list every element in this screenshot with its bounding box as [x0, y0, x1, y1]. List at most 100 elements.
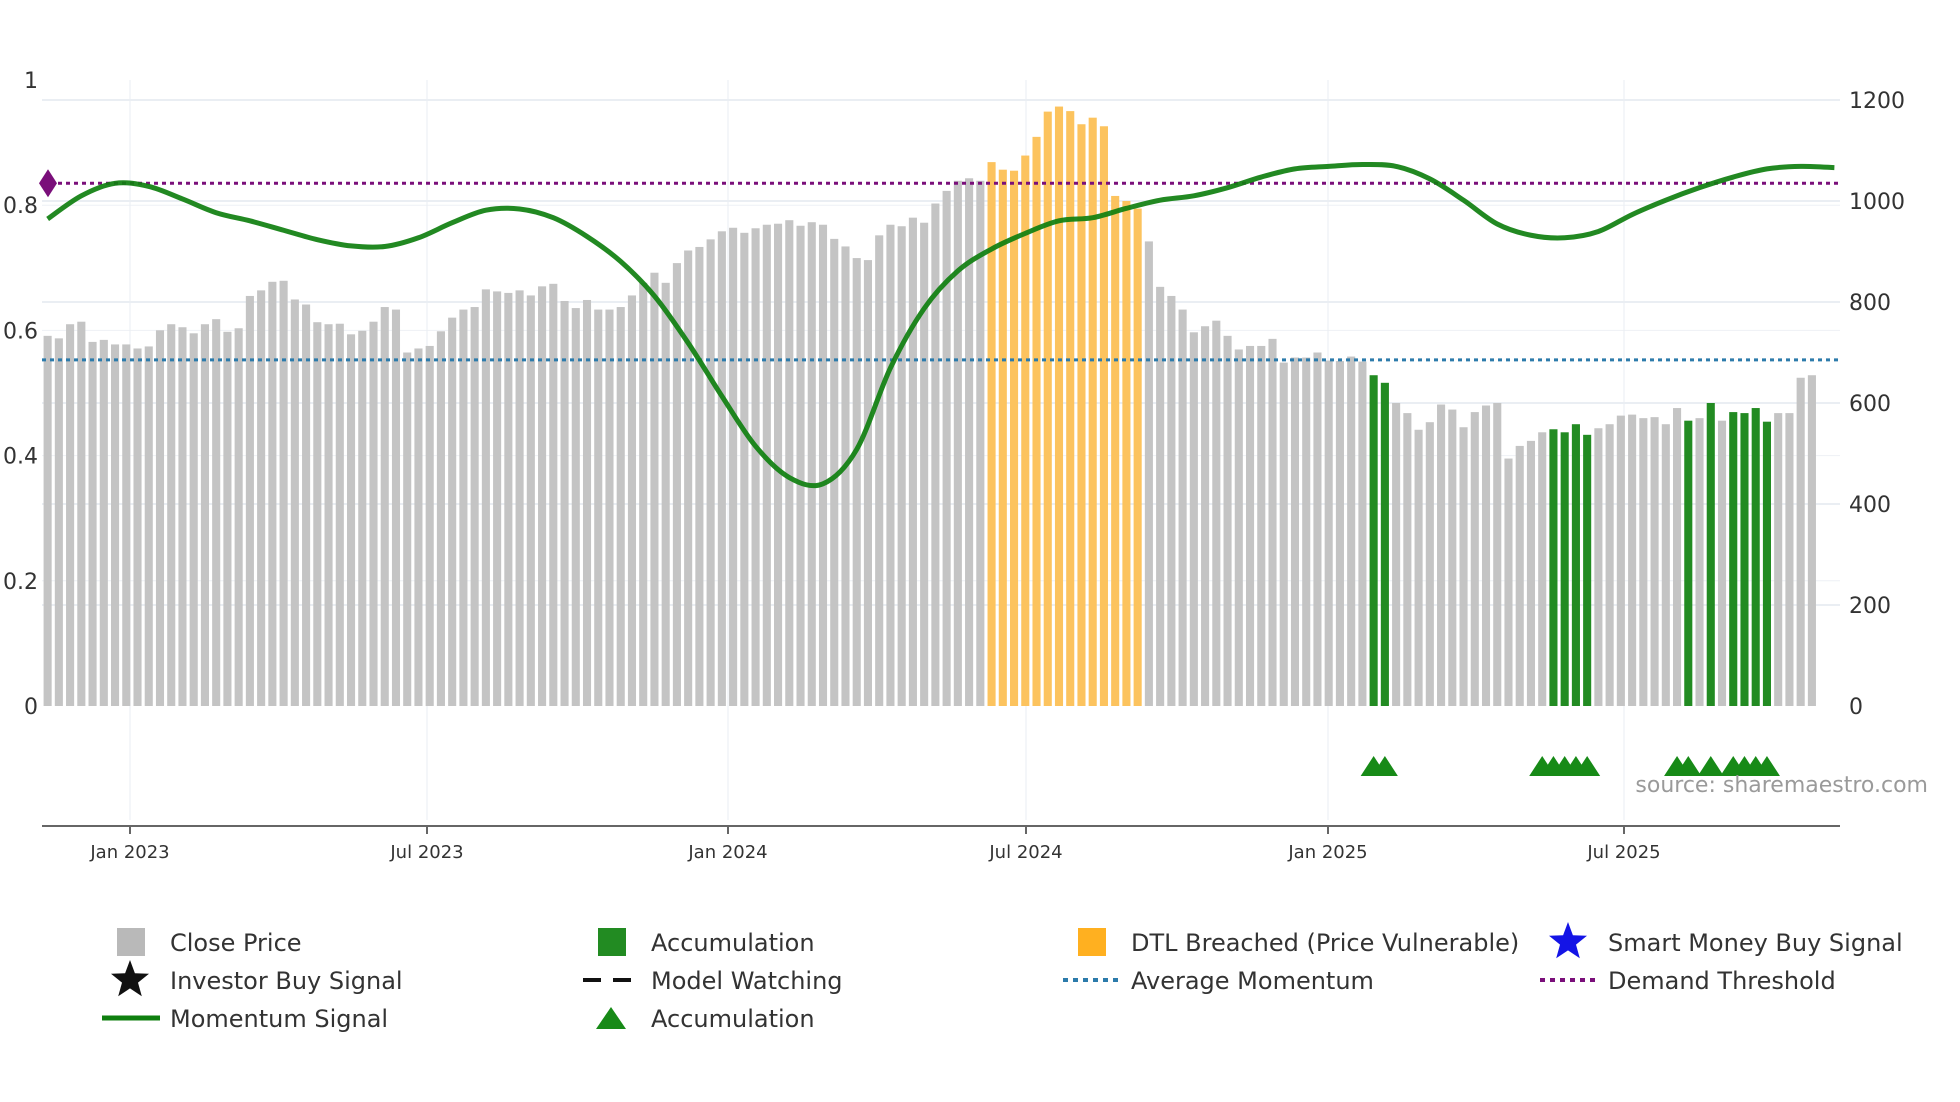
accumulation-bar: [1684, 420, 1693, 706]
dtl-breached-swatch: [1078, 928, 1106, 956]
close-price-bar: [302, 304, 311, 706]
legend-dtl-breached: DTL Breached (Price Vulnerable): [1131, 929, 1519, 957]
close-price-bar: [212, 319, 221, 706]
close-price-bar: [1785, 413, 1794, 706]
close-price-bar: [425, 345, 434, 706]
close-price-bar: [1448, 409, 1457, 706]
close-price-bar: [110, 344, 120, 706]
dtl-breached-bar: [1032, 136, 1041, 707]
dtl-breached-bar: [1133, 208, 1142, 706]
close-price-bar: [605, 309, 614, 706]
price-bars: [43, 106, 1816, 707]
close-price-bar: [1481, 405, 1491, 706]
close-price-bar: [594, 309, 603, 706]
close-price-bar: [1425, 422, 1434, 706]
legend-demand-threshold: Demand Threshold: [1608, 967, 1836, 995]
close-price-bar: [358, 330, 367, 706]
close-price-bar: [189, 333, 198, 706]
close-price-bar: [324, 324, 333, 706]
close-price-bar: [77, 321, 86, 706]
close-price-bar: [1470, 412, 1479, 706]
close-price-bar: [639, 282, 648, 706]
close-price-bar: [1257, 345, 1266, 706]
close-price-bar: [897, 226, 906, 706]
axes: [42, 825, 1840, 834]
close-price-bar: [493, 291, 502, 706]
close-price-bar: [1796, 377, 1805, 706]
legend-smart-money: Smart Money Buy Signal: [1608, 929, 1903, 957]
close-price-bar: [571, 308, 580, 706]
y-left-tick-label: 0.6: [3, 319, 38, 344]
y-right-tick-label: 1200: [1849, 89, 1905, 114]
close-price-bar: [920, 222, 929, 706]
accumulation-bar-swatch: [598, 928, 626, 956]
y-right-tick-label: 0: [1849, 695, 1863, 720]
accumulation-triangle: [1371, 756, 1398, 776]
x-tick-label: Jul 2024: [988, 842, 1062, 863]
x-tick-label: Jan 2024: [687, 842, 767, 863]
close-price-bar: [1212, 320, 1221, 706]
close-price-bar: [290, 299, 299, 706]
close-price-bar: [818, 224, 828, 707]
close-price-bar: [1189, 332, 1198, 706]
close-price-bar: [99, 339, 108, 706]
close-price-bar: [515, 290, 524, 706]
close-price-bar: [650, 272, 659, 706]
grid-lines: [42, 80, 1840, 820]
smart-money-markers: [39, 169, 57, 198]
accumulation-markers: [1360, 756, 1780, 776]
y-axis-right: 0 200 400 600 800 1000 1200: [1849, 89, 1905, 720]
close-price-bar: [560, 300, 569, 706]
accumulation-triangle-icon: [596, 1007, 626, 1029]
close-price-bar: [1538, 432, 1547, 706]
close-price-bar: [1515, 445, 1524, 706]
close-price-bar: [234, 328, 243, 706]
close-price-bar: [1616, 415, 1625, 706]
close-price-bar: [403, 352, 412, 706]
close-price-bar: [931, 203, 940, 706]
close-price-bar: [1673, 408, 1682, 706]
close-price-bar: [178, 327, 187, 706]
close-price-bar: [582, 299, 592, 706]
close-price-bar: [852, 258, 861, 706]
accumulation-triangle: [1675, 756, 1702, 776]
close-price-bar: [627, 295, 637, 706]
close-price-bar: [1594, 428, 1603, 706]
legend-close-price: Close Price: [170, 929, 302, 957]
accumulation-bar: [1762, 421, 1772, 706]
close-price-bar: [380, 307, 389, 706]
accumulation-bar: [1369, 375, 1378, 706]
close-price-bar: [167, 324, 176, 706]
close-price-bar: [1268, 338, 1277, 706]
close-price-bar: [672, 263, 681, 706]
close-price-bar: [830, 238, 839, 706]
close-price-bar: [436, 331, 445, 706]
source-label: source: sharemaestro.com: [1635, 773, 1928, 798]
y-left-tick-label: 0.8: [3, 194, 38, 219]
accumulation-bar: [1740, 413, 1749, 706]
close-price-bar: [144, 346, 153, 706]
momentum-signal-line: [46, 161, 1835, 489]
close-price-bar: [200, 324, 209, 706]
close-price-bar: [729, 227, 738, 706]
y-right-tick-label: 400: [1849, 493, 1891, 518]
close-price-bar: [1347, 356, 1356, 706]
close-price-bar: [133, 348, 142, 706]
close-price-bar: [1324, 360, 1333, 706]
close-price-swatch: [117, 928, 145, 956]
close-price-bar: [459, 309, 468, 706]
dtl-breached-bar: [1066, 111, 1075, 707]
close-price-bar: [1774, 413, 1783, 706]
dtl-breached-bar: [1043, 111, 1052, 707]
y-right-tick-label: 200: [1849, 594, 1891, 619]
close-price-bar: [369, 321, 378, 706]
close-price-bar: [549, 283, 558, 706]
legend-momentum-signal: Momentum Signal: [170, 1005, 388, 1033]
close-price-bar: [1695, 418, 1704, 706]
legend-accumulation-bar: Accumulation: [651, 929, 815, 957]
close-price-bar: [43, 335, 52, 706]
legend-investor-buy: Investor Buy Signal: [170, 967, 403, 995]
close-price-bar: [796, 225, 805, 706]
close-price-bar: [481, 289, 490, 706]
close-price-bar: [1650, 417, 1659, 706]
